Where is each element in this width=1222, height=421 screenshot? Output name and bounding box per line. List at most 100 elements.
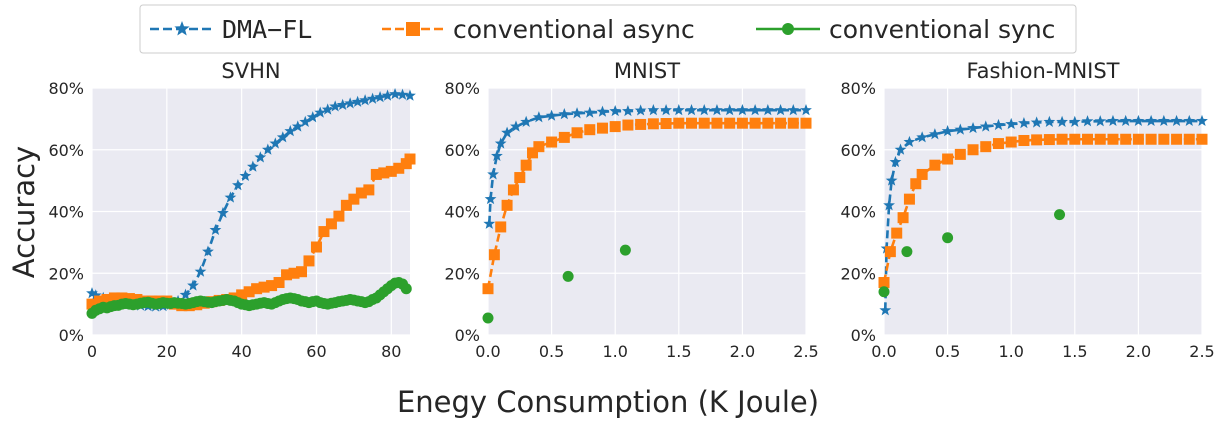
y-tick-label: 60%: [48, 141, 84, 160]
y-tick-label: 80%: [840, 79, 876, 98]
data-point-conventional-async: [800, 117, 812, 129]
data-point-dma-fl: [928, 128, 941, 140]
data-point-dma-fl: [903, 135, 916, 148]
legend-entry-dma-fl: DMA−FL: [150, 15, 312, 44]
data-point-dma-fl: [800, 104, 812, 116]
x-tick-label: 0: [87, 342, 97, 361]
panel-title-mnist: MNIST: [614, 59, 680, 83]
data-point-dma-fl: [1170, 114, 1183, 127]
data-point-conventional-async: [1107, 133, 1119, 145]
data-point-dma-fl: [1018, 117, 1030, 129]
data-point-conventional-async: [236, 289, 248, 301]
data-point-conventional-async: [266, 280, 278, 292]
data-point-dma-fl: [179, 288, 192, 300]
data-point-dma-fl: [494, 137, 507, 149]
data-point-dma-fl: [366, 92, 379, 104]
data-point-dma-fl: [1094, 115, 1107, 127]
y-tick-label: 40%: [840, 203, 876, 222]
data-point-dma-fl: [532, 111, 545, 123]
data-point-conventional-async: [385, 165, 397, 177]
x-tick-label: 1.0: [998, 342, 1023, 361]
data-point-dma-fl: [1107, 114, 1119, 127]
y-tick-label: 20%: [444, 264, 480, 283]
data-point-conventional-async: [1056, 133, 1068, 145]
data-point-dma-fl: [1030, 116, 1043, 128]
data-point-conventional-async: [1145, 133, 1157, 145]
data-point-conventional-async: [1171, 133, 1183, 145]
data-point-conventional-async: [980, 141, 992, 153]
data-point-dma-fl: [254, 151, 267, 163]
star-icon: [174, 21, 190, 36]
legend-entry-conventional-async: conventional async: [382, 15, 695, 44]
data-point-conventional-async: [1043, 134, 1055, 146]
data-point-conventional-async: [954, 148, 966, 160]
data-point-dma-fl: [634, 104, 647, 116]
circle-icon: [782, 23, 794, 35]
data-point-dma-fl: [1056, 115, 1068, 127]
x-tick-label: 1.5: [666, 342, 691, 361]
data-point-conventional-async: [1196, 133, 1208, 145]
data-point-conventional-async: [488, 249, 500, 261]
data-point-dma-fl: [723, 104, 736, 116]
data-point-conventional-async: [370, 168, 382, 180]
data-point-conventional-sync: [482, 312, 494, 324]
data-point-dma-fl: [992, 118, 1005, 131]
data-point-conventional-async: [698, 117, 710, 129]
y-tick-label: 0%: [455, 326, 480, 345]
data-point-conventional-async: [686, 117, 698, 129]
data-point-conventional-async: [93, 295, 105, 307]
legend-frame: [139, 4, 1077, 54]
data-point-dma-fl: [261, 143, 274, 155]
data-point-conventional-async: [787, 117, 799, 129]
data-point-conventional-async: [273, 277, 285, 289]
y-tick-label: 80%: [444, 79, 480, 98]
data-point-conventional-async: [325, 218, 337, 230]
data-point-conventional-async: [584, 124, 596, 136]
data-point-conventional-async: [942, 153, 954, 165]
data-point-conventional-async: [281, 269, 293, 281]
data-point-conventional-async: [660, 118, 672, 130]
data-point-dma-fl: [336, 98, 349, 110]
data-point-conventional-async: [108, 292, 120, 304]
data-point-dma-fl: [299, 115, 312, 127]
data-point-dma-fl: [1145, 114, 1158, 127]
data-point-dma-fl: [1196, 114, 1208, 127]
square-icon: [406, 22, 420, 36]
x-tick-label: 1.5: [1062, 342, 1087, 361]
data-point-dma-fl: [321, 103, 334, 115]
data-point-dma-fl: [1005, 117, 1018, 130]
data-point-dma-fl: [545, 109, 558, 121]
data-point-conventional-async: [775, 117, 787, 129]
data-point-dma-fl: [351, 95, 364, 107]
data-point-dma-fl: [698, 104, 711, 116]
data-point-conventional-async: [393, 162, 405, 174]
data-point-dma-fl: [967, 121, 979, 134]
x-tick-label: 2.5: [1189, 342, 1214, 361]
data-point-conventional-async: [929, 159, 941, 171]
data-point-conventional-async: [992, 138, 1004, 150]
data-point-dma-fl: [269, 137, 282, 149]
x-tick-label: 2.0: [730, 342, 755, 361]
data-point-conventional-async: [711, 117, 723, 129]
data-point-dma-fl: [1043, 115, 1056, 127]
x-tick-label: 1.0: [602, 342, 627, 361]
y-tick-label: 80%: [48, 79, 84, 98]
legend-label-conventional-sync: conventional sync: [829, 15, 1055, 44]
data-point-conventional-async: [482, 283, 494, 295]
data-point-conventional-async: [897, 212, 909, 224]
data-point-conventional-async: [123, 293, 135, 305]
data-point-dma-fl: [217, 206, 229, 219]
data-point-dma-fl: [306, 111, 319, 123]
y-tick-label: 40%: [444, 203, 480, 222]
data-point-dma-fl: [622, 104, 634, 117]
x-tick-label: 0.5: [935, 342, 960, 361]
data-point-dma-fl: [879, 304, 892, 316]
data-point-conventional-async: [501, 199, 513, 211]
x-tick-label: 2.0: [1126, 342, 1151, 361]
x-tick-label: 0.5: [539, 342, 564, 361]
data-point-dma-fl: [647, 104, 660, 116]
data-point-conventional-async: [101, 293, 113, 305]
data-point-conventional-sync: [400, 283, 412, 295]
data-point-dma-fl: [404, 89, 416, 101]
